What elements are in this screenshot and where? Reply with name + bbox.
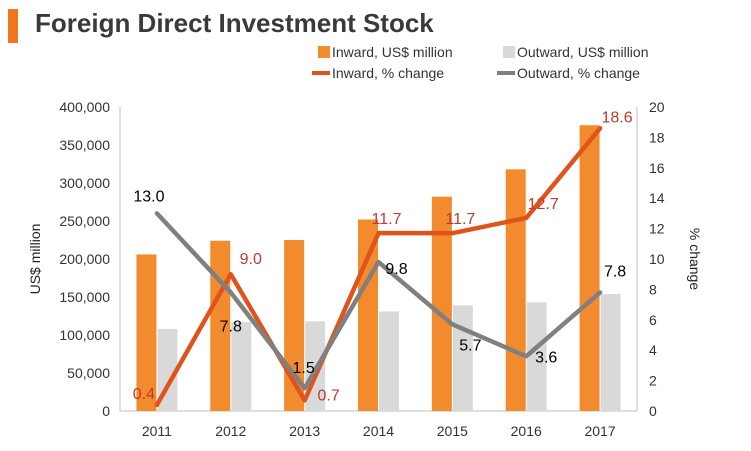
inward-change-label: 0.4 — [133, 386, 155, 403]
legend-swatch — [318, 46, 330, 58]
outward-stock-bar — [379, 311, 399, 411]
inward-change-label: 0.7 — [318, 387, 340, 404]
y-left-tick-label: 150,000 — [59, 289, 110, 305]
y-left-tick-label: 0 — [102, 403, 110, 419]
outward-stock-bar — [231, 322, 252, 411]
chart-data-labels: 0.4 9.0 0.7 11.7 11.7 12.7 18.6 13.0 7.8 1.5 9.8 5.… — [133, 109, 633, 404]
outward-change-label: 5.7 — [459, 337, 481, 354]
y-right-tick-label: 12 — [649, 221, 665, 237]
inward-change-label: 18.6 — [602, 109, 633, 126]
y-right-axis-title: % change — [687, 228, 703, 290]
y-left-tick-label: 200,000 — [59, 251, 110, 267]
y-right-tick-label: 20 — [649, 99, 665, 115]
legend-label: Inward, US$ million — [332, 44, 453, 60]
y-left-tick-label: 300,000 — [59, 175, 110, 191]
outward-stock-bar — [157, 328, 178, 411]
y-right-tick-label: 8 — [649, 281, 657, 297]
y-right-tick-label: 2 — [649, 373, 657, 389]
outward-change-line — [154, 211, 603, 391]
x-tick-label: 2014 — [363, 423, 394, 439]
chart-legend: Inward, US$ million Outward, US$ million I… — [312, 44, 649, 81]
chart-lines — [154, 126, 603, 408]
y-right-tick-label: 18 — [649, 129, 665, 145]
inward-stock-bar — [505, 169, 526, 411]
chart-bars — [136, 125, 621, 412]
legend-label: Outward, % change — [517, 65, 640, 81]
x-tick-label: 2011 — [142, 423, 172, 439]
y-right-tick-label: 10 — [649, 251, 665, 267]
inward-stock-bar — [431, 196, 452, 411]
y-right-tick-label: 6 — [649, 312, 657, 328]
inward-stock-bar — [579, 125, 600, 412]
title-accent-bar — [8, 9, 18, 43]
outward-stock-bar — [526, 302, 547, 411]
x-tick-label: 2017 — [584, 423, 615, 439]
y-left-tick-label: 400,000 — [59, 99, 110, 115]
inward-stock-bar — [136, 254, 157, 411]
outward-change-label: 3.6 — [535, 349, 557, 366]
outward-change-label: 9.8 — [385, 261, 407, 278]
x-tick-label: 2015 — [437, 423, 468, 439]
legend-label: Inward, % change — [332, 65, 444, 81]
page-title: Foreign Direct Investment Stock — [35, 8, 434, 38]
y-right-tick-label: 4 — [649, 342, 657, 358]
inward-change-label: 11.7 — [372, 211, 402, 228]
y-left-tick-label: 50,000 — [67, 365, 110, 381]
outward-change-label: 13.0 — [133, 188, 164, 205]
outward-stock-bar — [600, 293, 621, 411]
y-left-tick-label: 100,000 — [59, 327, 110, 343]
legend-swatch — [503, 46, 515, 58]
outward-change-label: 7.8 — [604, 263, 626, 280]
inward-change-label: 12.7 — [528, 196, 559, 213]
inward-change-line — [154, 126, 603, 408]
x-tick-label: 2016 — [511, 423, 542, 439]
inward-change-label: 9.0 — [240, 251, 262, 268]
outward-change-label: 1.5 — [293, 360, 315, 377]
y-right-tick-label: 14 — [649, 190, 665, 206]
y-left-axis-title: US$ million — [27, 224, 43, 295]
inward-change-label: 11.7 — [445, 211, 475, 228]
x-tick-label: 2012 — [215, 423, 246, 439]
inward-stock-bar — [358, 219, 378, 411]
y-left-tick-label: 350,000 — [59, 137, 110, 153]
x-tick-label: 2013 — [289, 423, 320, 439]
y-right-tick-label: 16 — [649, 160, 665, 176]
outward-change-label: 7.8 — [220, 318, 242, 335]
chart-axes: 0 50,000 100,000 150,000 200,000 250,000 300,0… — [27, 99, 703, 439]
y-left-tick-label: 250,000 — [59, 213, 110, 229]
legend-label: Outward, US$ million — [517, 44, 649, 60]
y-right-tick-label: 0 — [649, 403, 657, 419]
outward-stock-bar — [452, 305, 473, 411]
